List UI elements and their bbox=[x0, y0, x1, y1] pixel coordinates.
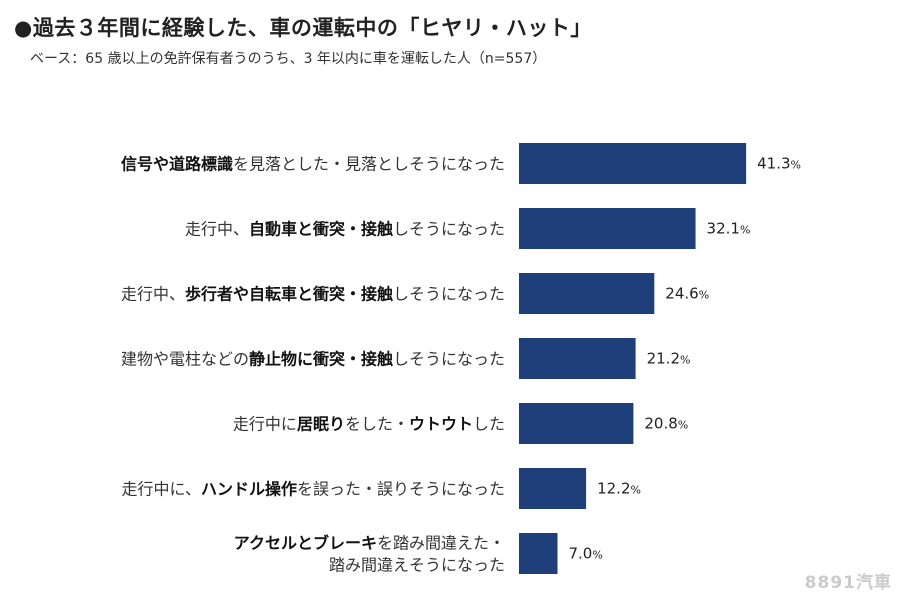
value-label: 12.2% bbox=[597, 480, 641, 498]
bar bbox=[519, 338, 636, 379]
category-label: 踏み間違えそうになった bbox=[329, 556, 505, 575]
bar bbox=[519, 208, 696, 249]
category-label: 信号や道路標識を見落とした・見落としそうになった bbox=[121, 155, 505, 174]
category-label: アクセルとブレーキを踏み間違えた・ bbox=[234, 534, 505, 553]
value-label: 21.2% bbox=[647, 350, 691, 368]
chart-subtitle: ベース：65 歳以上の免許保有者うのうち、3 年以内に車を運転した人（n=557… bbox=[30, 51, 547, 67]
value-label: 32.1% bbox=[707, 220, 751, 238]
category-label: 走行中に、ハンドル操作を誤った・誤りそうになった bbox=[121, 480, 505, 499]
bar bbox=[519, 533, 558, 574]
value-label: 7.0% bbox=[569, 545, 603, 563]
bar bbox=[519, 403, 634, 444]
value-label: 41.3% bbox=[757, 155, 801, 173]
watermark: 8891汽車 bbox=[804, 573, 892, 593]
category-label: 走行中、歩行者や自転車と衝突・接触しそうになった bbox=[121, 285, 505, 304]
category-label: 走行中に居眠りをした・ウトウトした bbox=[233, 415, 505, 434]
bar bbox=[519, 468, 587, 509]
bar bbox=[519, 143, 747, 184]
category-label: 建物や電柱などの静止物に衝突・接触しそうになった bbox=[121, 350, 505, 369]
bar bbox=[519, 273, 655, 314]
value-label: 20.8% bbox=[644, 415, 688, 433]
chart-title: ●過去３年間に経験した、車の運転中の「ヒヤリ・ハット」 bbox=[14, 16, 592, 40]
category-label: 走行中、自動車と衝突・接触しそうになった bbox=[185, 220, 505, 239]
value-label: 24.6% bbox=[665, 285, 709, 303]
